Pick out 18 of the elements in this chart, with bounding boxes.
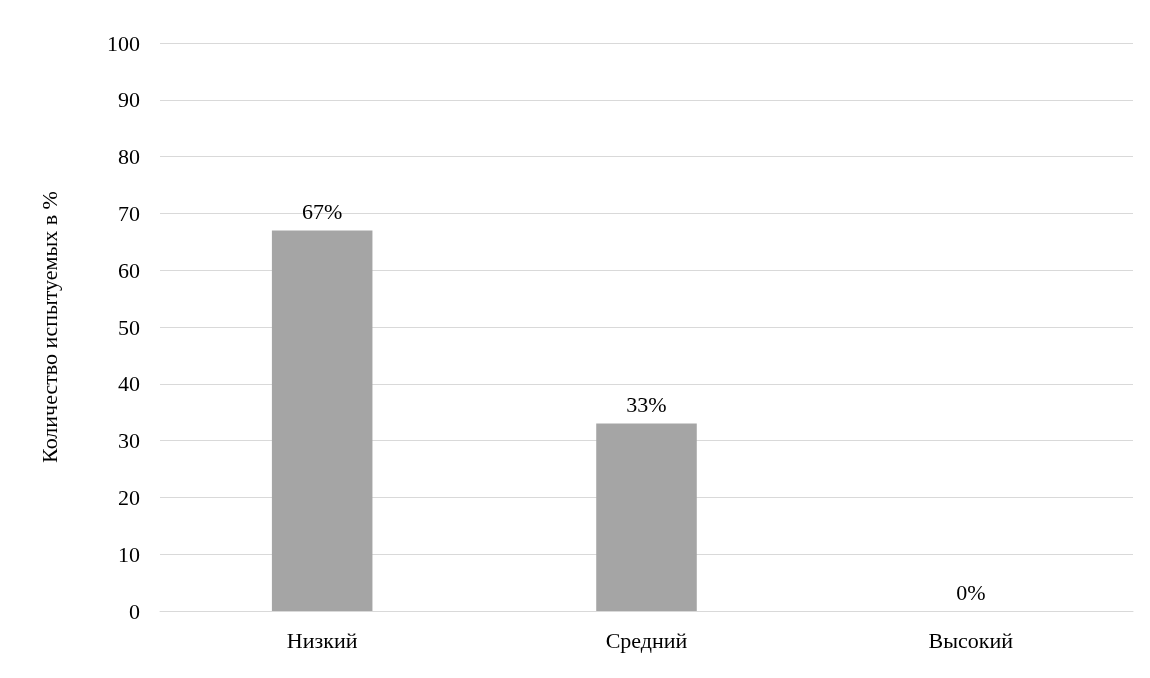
data-label: 33% <box>626 392 667 418</box>
y-tick-label: 40 <box>118 371 140 397</box>
data-label: 0% <box>956 579 986 605</box>
y-tick-label: 0 <box>129 598 140 624</box>
y-tick-label: 30 <box>118 428 140 454</box>
y-tick-label: 60 <box>118 257 140 283</box>
y-tick-label: 70 <box>118 200 140 226</box>
y-tick-label: 90 <box>118 87 140 113</box>
y-tick-label: 10 <box>118 541 140 567</box>
y-tick-label: 100 <box>107 30 140 56</box>
y-tick-label: 80 <box>118 144 140 170</box>
data-label: 67% <box>302 198 343 224</box>
x-tick-label: Высокий <box>928 627 1014 653</box>
x-tick-label: Низкий <box>286 627 358 653</box>
y-tick-label: 50 <box>118 314 140 340</box>
x-tick-label: Средний <box>605 627 688 653</box>
y-tick-label: 20 <box>118 484 140 510</box>
y-axis-title: Количество испытуемых в % <box>36 191 62 463</box>
